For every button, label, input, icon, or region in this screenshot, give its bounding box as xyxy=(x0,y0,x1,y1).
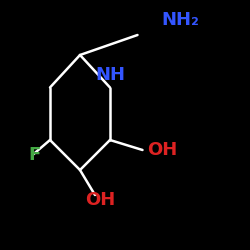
Text: NH: NH xyxy=(95,66,125,84)
Text: OH: OH xyxy=(85,191,115,209)
Text: OH: OH xyxy=(148,141,178,159)
Text: NH₂: NH₂ xyxy=(161,11,199,29)
Text: F: F xyxy=(29,146,41,164)
